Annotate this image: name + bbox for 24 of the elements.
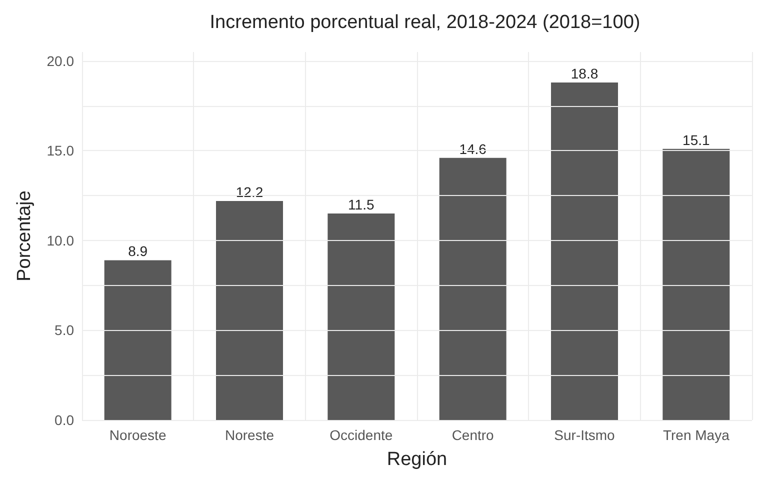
x-tick-label: Noreste xyxy=(224,427,274,443)
bar xyxy=(551,82,618,420)
bar xyxy=(216,200,283,420)
x-tick-label: Tren Maya xyxy=(662,427,730,443)
y-tick-label: 20.0 xyxy=(46,52,74,69)
y-tick-label: 0.0 xyxy=(54,412,74,428)
x-tick-label: Centro xyxy=(452,427,494,443)
y-axis-title: Porcentaje xyxy=(14,190,35,282)
data-label: 18.8 xyxy=(570,66,598,82)
chart-title: Incremento porcentual real, 2018-2024 (2018=100) xyxy=(210,12,640,33)
data-label: 11.5 xyxy=(348,196,374,213)
data-label: 15.1 xyxy=(682,132,710,148)
bar xyxy=(328,214,395,420)
bar xyxy=(104,260,172,420)
y-tick-label: 5.0 xyxy=(54,322,74,338)
x-tick-label: Occidente xyxy=(330,427,393,443)
data-label: 8.9 xyxy=(128,243,148,260)
bar xyxy=(439,158,506,420)
y-tick-label: 15.0 xyxy=(46,142,74,159)
bar xyxy=(662,148,730,420)
x-tick-label: Noroeste xyxy=(109,427,166,443)
x-tick-label: Sur-Itsmo xyxy=(554,427,616,443)
y-tick-label: 10.0 xyxy=(46,232,74,248)
x-axis-title: Región xyxy=(386,449,448,470)
